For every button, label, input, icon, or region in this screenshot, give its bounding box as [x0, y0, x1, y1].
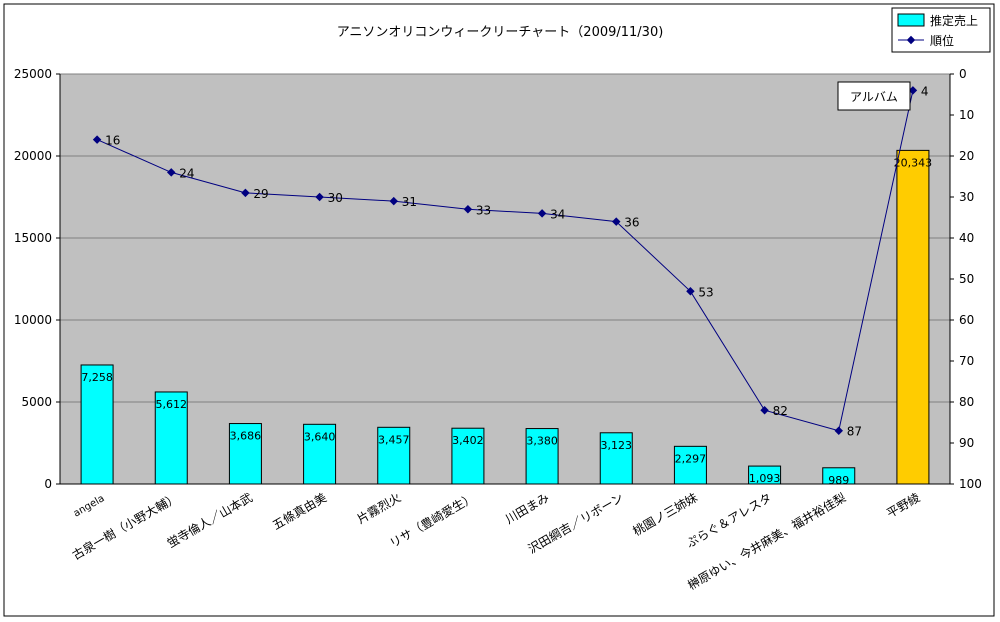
legend-rank-label: 順位: [930, 33, 954, 48]
right-axis: 0 10 20 30 40 50 60 70 80 90 100: [949, 67, 982, 491]
rank-marker: [167, 168, 176, 177]
bar-value-label: 7,258: [81, 371, 113, 384]
right-tick-label: 40: [959, 231, 974, 245]
bar: [451, 427, 485, 485]
rank-marker: [463, 205, 473, 214]
left-tick-label: 5000: [21, 395, 52, 409]
right-tick-label: 30: [959, 190, 974, 204]
chart-title: アニソンオリコンウィークリーチャート（2009/11/30): [337, 25, 664, 40]
bar: [80, 364, 114, 485]
left-tick-label: 25000: [14, 67, 52, 81]
right-tick-label: 100: [959, 477, 982, 491]
bar-value-label: 2,297: [675, 452, 707, 465]
bar-value-label: 3,457: [378, 433, 410, 446]
annotation-text: アルバム: [850, 90, 898, 104]
rank-value-label: 33: [476, 203, 491, 217]
rank-marker: [686, 287, 695, 296]
rank-marker: [834, 426, 843, 435]
rank-value-label: 36: [624, 216, 639, 230]
left-tick-label: 10000: [14, 313, 52, 327]
bar: [525, 428, 559, 485]
legend-bar-swatch: [897, 13, 925, 27]
left-axis: 0 5000 10000 15000 20000 25000: [14, 67, 950, 491]
bar-value-label: 5,612: [156, 398, 188, 411]
rank-value-label: 29: [253, 187, 268, 201]
bar-value-label: 989: [828, 474, 849, 487]
legend: 推定売上 順位: [891, 7, 991, 53]
bar: [673, 445, 707, 485]
rank-value-label: 82: [773, 404, 788, 418]
right-tick-label: 50: [959, 272, 974, 286]
bar-value-label: 3,686: [230, 430, 262, 443]
right-tick-label: 10: [959, 108, 974, 122]
rank-marker: [760, 405, 769, 415]
right-tick-label: 90: [959, 436, 974, 450]
bar: [896, 149, 930, 485]
bar-value-label: 3,402: [452, 434, 484, 447]
bar: [377, 426, 411, 485]
bar-value-label: 1,093: [749, 472, 781, 485]
rank-marker: [92, 135, 102, 144]
bar: [228, 423, 262, 485]
right-tick-label: 80: [959, 395, 974, 409]
plot-area: [59, 73, 951, 485]
right-tick-label: 0: [959, 67, 967, 81]
rank-value-label: 4: [921, 84, 929, 98]
right-tick-label: 20: [959, 149, 974, 163]
rank-marker: [241, 188, 250, 198]
annotation-box: [837, 81, 911, 111]
rank-value-label: 31: [402, 195, 417, 209]
left-tick-label: 20000: [14, 149, 52, 163]
rank-value-label: 34: [550, 207, 565, 221]
bar-value-label: 3,640: [304, 430, 336, 443]
legend-sales-label: 推定売上: [930, 13, 978, 28]
grid-lines: [60, 155, 950, 403]
rank-marker: [389, 196, 398, 206]
bar-value-label: 20,343: [894, 156, 933, 169]
rank-line: [96, 90, 914, 432]
rank-value-label: 87: [847, 425, 862, 439]
rank-value-label: 53: [698, 285, 713, 299]
album-annotation: アルバム: [837, 81, 911, 111]
rank-value-label: 16: [105, 134, 120, 148]
right-tick-label: 60: [959, 313, 974, 327]
right-tick-label: 70: [959, 354, 974, 368]
left-tick-label: 0: [44, 477, 52, 491]
rank-value-label: 30: [328, 191, 343, 205]
rank-value-label: 24: [179, 166, 194, 180]
bar-value-label: 3,123: [601, 439, 633, 452]
rank-marker: [315, 192, 324, 202]
bar-value-label: 3,380: [526, 435, 558, 448]
left-tick-label: 15000: [14, 231, 52, 245]
